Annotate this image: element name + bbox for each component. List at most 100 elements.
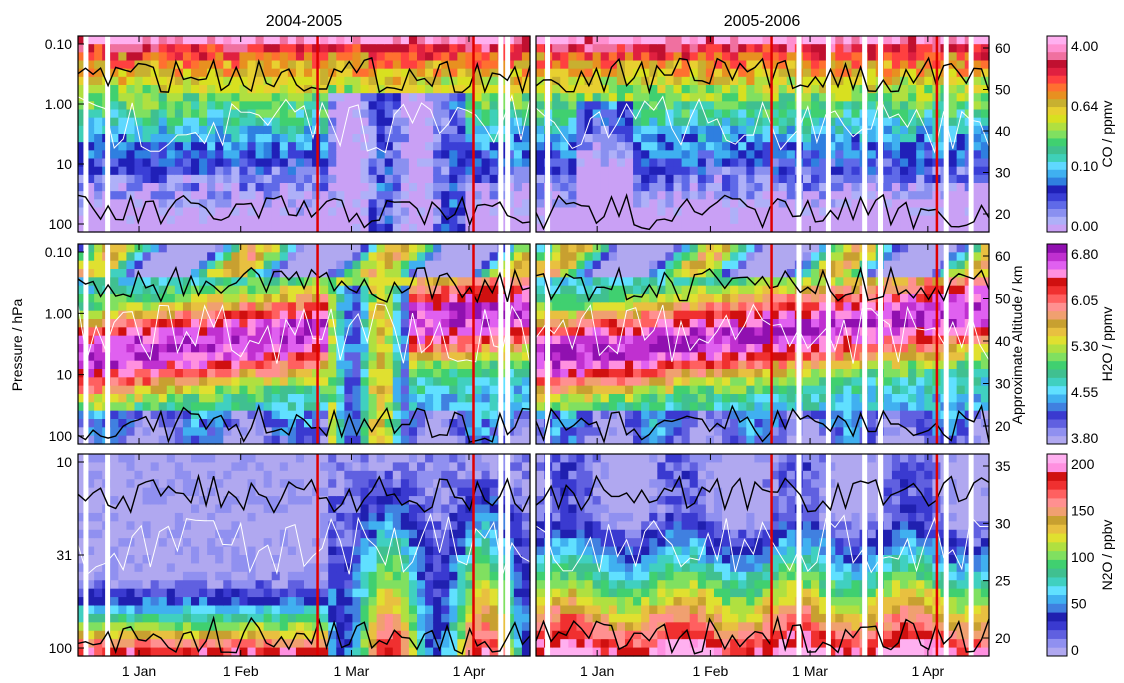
heatmap-cell xyxy=(400,302,410,312)
heatmap-cell xyxy=(560,269,569,278)
heatmap-cell xyxy=(754,223,764,233)
heatmap-cell xyxy=(408,158,418,168)
heatmap-cell xyxy=(384,285,394,295)
heatmap-cell xyxy=(584,166,594,176)
heatmap-cell xyxy=(754,207,764,217)
heatmap-cell xyxy=(649,85,658,94)
heatmap-cell xyxy=(689,36,699,45)
heatmap-cell xyxy=(199,310,208,320)
heatmap-cell xyxy=(457,369,467,378)
heatmap-cell xyxy=(207,158,216,168)
heatmap-cell xyxy=(376,327,386,337)
heatmap-cell xyxy=(697,215,707,225)
heatmap-cell xyxy=(908,223,917,233)
heatmap-cell xyxy=(150,60,160,70)
heatmap-cell xyxy=(481,109,491,119)
heatmap-cell xyxy=(473,385,483,395)
heatmap-cell xyxy=(287,369,297,378)
heatmap-cell xyxy=(657,327,667,337)
heatmap-cell xyxy=(295,76,305,86)
heatmap-cell xyxy=(408,44,418,53)
heatmap-cell xyxy=(118,244,128,253)
heatmap-cell xyxy=(417,207,426,217)
heatmap-cell xyxy=(408,369,418,378)
heatmap-cell xyxy=(616,142,626,151)
heatmap-cell xyxy=(465,269,475,278)
heatmap-cell xyxy=(649,394,658,403)
heatmap-cell xyxy=(433,360,442,370)
heatmap-cell xyxy=(336,158,345,168)
heatmap-cell xyxy=(616,435,626,445)
heatmap-cell xyxy=(199,101,208,111)
heatmap-cell xyxy=(118,199,128,209)
heatmap-cell xyxy=(425,215,434,225)
heatmap-cell xyxy=(778,101,788,111)
heatmap-cell xyxy=(86,319,95,328)
heatmap-cell xyxy=(408,52,418,62)
heatmap-cell xyxy=(328,174,337,184)
heatmap-cell xyxy=(924,207,933,217)
heatmap-cell xyxy=(633,60,642,70)
heatmap-cell xyxy=(900,158,909,168)
heatmap-cell xyxy=(778,117,788,127)
heatmap-cell xyxy=(746,427,756,437)
heatmap-cell xyxy=(481,435,491,445)
heatmap-cell xyxy=(560,402,569,412)
heatmap-cell xyxy=(392,150,402,160)
heatmap-cell xyxy=(271,68,281,78)
heatmap-cell xyxy=(827,183,836,192)
heatmap-cell xyxy=(730,125,739,135)
heatmap-cell xyxy=(608,183,618,192)
heatmap-cell xyxy=(368,117,378,127)
heatmap-cell xyxy=(835,101,844,111)
heatmap-cell xyxy=(770,427,780,437)
heatmap-cell xyxy=(980,36,990,45)
heatmap-cell xyxy=(287,327,297,337)
heatmap-cell xyxy=(536,344,545,353)
heatmap-cell xyxy=(722,252,731,262)
heatmap-cell xyxy=(86,260,95,270)
heatmap-cell xyxy=(770,310,780,320)
heatmap-cell xyxy=(722,435,731,445)
heatmap-cell xyxy=(568,215,578,225)
heatmap-cell xyxy=(786,223,796,233)
heatmap-cell xyxy=(110,117,119,127)
heatmap-cell xyxy=(191,60,200,70)
heatmap-cell xyxy=(689,327,699,337)
heatmap-cell xyxy=(924,158,933,168)
heatmap-cell xyxy=(633,52,642,62)
heatmap-cell xyxy=(279,215,289,225)
heatmap-cell xyxy=(360,125,370,135)
heatmap-cell xyxy=(392,285,402,295)
heatmap-cell xyxy=(295,302,305,312)
heatmap-cell xyxy=(697,36,707,45)
heatmap-cell xyxy=(263,335,273,345)
heatmap-cell xyxy=(392,369,402,378)
heatmap-cell xyxy=(215,402,224,412)
heatmap-cell xyxy=(513,174,523,184)
heatmap-cell xyxy=(182,385,192,395)
heatmap-cell xyxy=(400,360,410,370)
heatmap-cell xyxy=(649,101,658,111)
heatmap-cell xyxy=(552,302,561,312)
heatmap-cell xyxy=(657,344,667,353)
heatmap-cell xyxy=(78,44,87,53)
heatmap-cell xyxy=(633,377,642,387)
heatmap-cell xyxy=(304,93,313,102)
heatmap-cell xyxy=(730,60,739,70)
heatmap-cell xyxy=(705,109,715,119)
heatmap-cell xyxy=(384,174,394,184)
heatmap-cell xyxy=(521,435,531,445)
heatmap-cell xyxy=(441,410,450,420)
heatmap-cell xyxy=(956,60,966,70)
heatmap-cell xyxy=(481,285,491,295)
heatmap-cell xyxy=(328,36,337,45)
heatmap-cell xyxy=(722,93,731,102)
heatmap-cell xyxy=(166,385,176,395)
heatmap-cell xyxy=(738,377,747,387)
heatmap-cell xyxy=(592,183,602,192)
contour-line xyxy=(535,193,990,231)
heatmap-cell xyxy=(908,207,917,217)
heatmap-cell xyxy=(118,76,128,86)
heatmap-cell xyxy=(722,377,731,387)
